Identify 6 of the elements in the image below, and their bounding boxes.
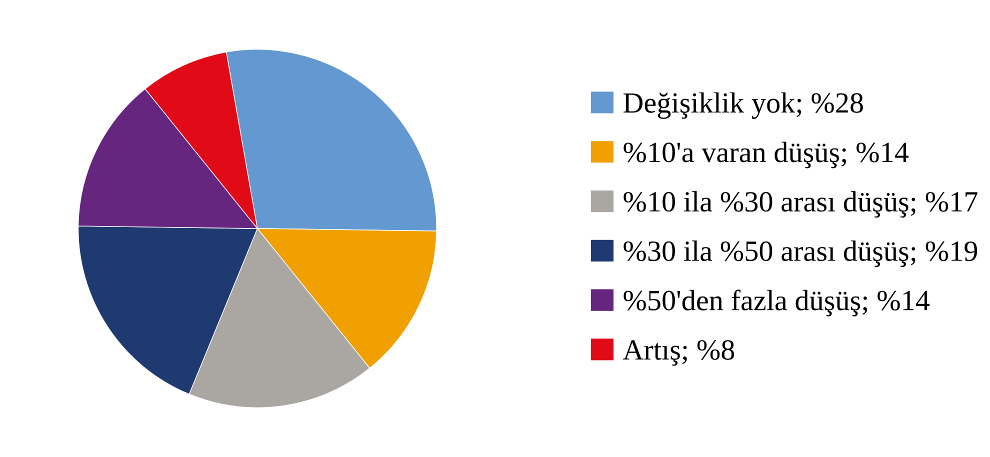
legend-label: Değişiklik yok; %28 [623, 92, 863, 119]
legend-label: Artış; %8 [622, 340, 734, 366]
legend-label: %50'den fazla düşüş; %14 [624, 290, 930, 316]
legend-label: %10'a varan düşüş; %14 [624, 142, 909, 168]
legend-label: %10 ila %30 arası düşüş; %17 [624, 191, 978, 218]
legend-label: %30 ila %50 arası düşüş; %19 [624, 240, 978, 267]
